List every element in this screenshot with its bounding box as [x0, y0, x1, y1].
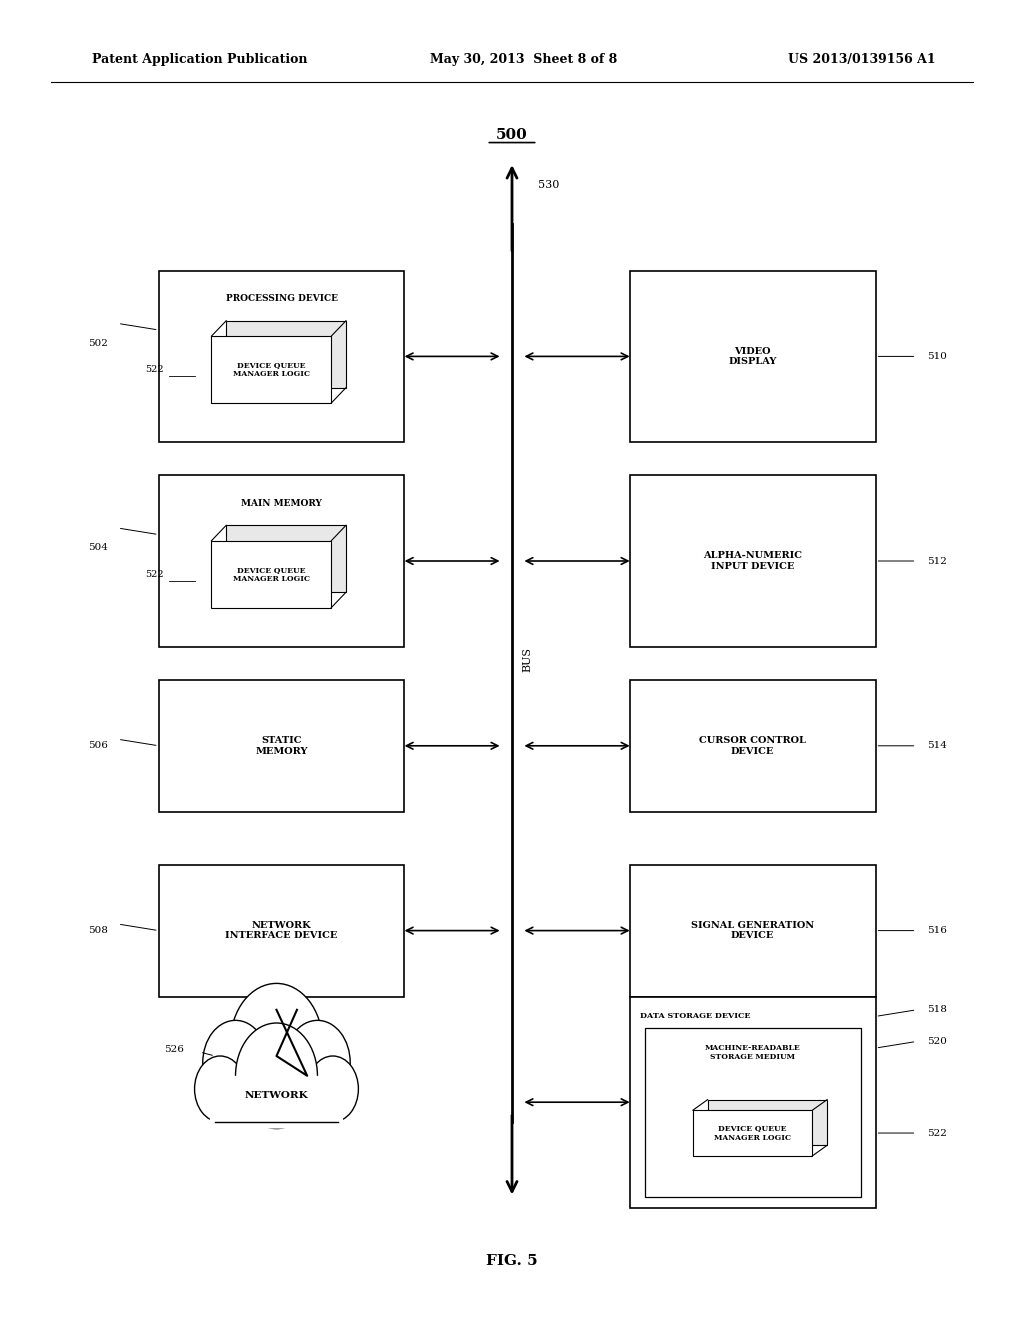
Text: NETWORK: NETWORK: [245, 1092, 308, 1100]
Circle shape: [236, 1023, 317, 1129]
Circle shape: [285, 1020, 350, 1105]
Text: MACHINE-READABLE
STORAGE MEDIUM: MACHINE-READABLE STORAGE MEDIUM: [705, 1044, 801, 1061]
Bar: [630, 997, 876, 1208]
Text: US 2013/0139156 A1: US 2013/0139156 A1: [788, 53, 936, 66]
Text: DEVICE QUEUE
MANAGER LOGIC: DEVICE QUEUE MANAGER LOGIC: [232, 360, 310, 379]
Text: 506: 506: [88, 742, 108, 750]
Bar: [212, 337, 332, 403]
Text: DEVICE QUEUE
MANAGER LOGIC: DEVICE QUEUE MANAGER LOGIC: [232, 565, 310, 583]
Text: PROCESSING DEVICE: PROCESSING DEVICE: [225, 294, 338, 304]
Text: 526: 526: [165, 1045, 184, 1053]
Text: 514: 514: [927, 742, 946, 750]
Bar: [644, 1028, 861, 1197]
Bar: [159, 865, 404, 997]
FancyBboxPatch shape: [210, 1076, 343, 1129]
Circle shape: [230, 983, 323, 1102]
Bar: [212, 541, 332, 607]
Bar: [630, 680, 876, 812]
Text: 510: 510: [927, 352, 946, 360]
Text: 522: 522: [145, 570, 164, 578]
Text: 530: 530: [538, 180, 559, 190]
Text: 504: 504: [88, 544, 108, 552]
Text: MAIN MEMORY: MAIN MEMORY: [242, 499, 322, 508]
Text: 516: 516: [927, 927, 946, 935]
Text: BUS: BUS: [522, 648, 532, 672]
Circle shape: [195, 1056, 246, 1122]
Text: Patent Application Publication: Patent Application Publication: [92, 53, 307, 66]
Bar: [159, 680, 404, 812]
Text: ALPHA-NUMERIC
INPUT DEVICE: ALPHA-NUMERIC INPUT DEVICE: [703, 552, 802, 570]
Bar: [693, 1110, 812, 1156]
Bar: [630, 475, 876, 647]
Text: 512: 512: [927, 557, 946, 565]
Text: 500: 500: [496, 128, 528, 141]
Bar: [630, 271, 876, 442]
Circle shape: [203, 1020, 268, 1105]
Text: 508: 508: [88, 927, 108, 935]
Bar: [708, 1100, 827, 1146]
Text: SIGNAL GENERATION
DEVICE: SIGNAL GENERATION DEVICE: [691, 921, 814, 940]
Text: NETWORK
INTERFACE DEVICE: NETWORK INTERFACE DEVICE: [225, 921, 338, 940]
Bar: [159, 475, 404, 647]
Text: May 30, 2013  Sheet 8 of 8: May 30, 2013 Sheet 8 of 8: [430, 53, 617, 66]
Bar: [226, 321, 346, 388]
Text: 520: 520: [927, 1038, 946, 1045]
Bar: [630, 865, 876, 997]
Text: 522: 522: [927, 1129, 946, 1138]
Bar: [226, 525, 346, 593]
Text: CURSOR CONTROL
DEVICE: CURSOR CONTROL DEVICE: [699, 737, 806, 755]
Text: 518: 518: [927, 1006, 946, 1014]
Text: DATA STORAGE DEVICE: DATA STORAGE DEVICE: [640, 1012, 751, 1020]
Text: VIDEO
DISPLAY: VIDEO DISPLAY: [728, 347, 777, 366]
Text: DEVICE QUEUE
MANAGER LOGIC: DEVICE QUEUE MANAGER LOGIC: [714, 1125, 792, 1142]
Text: 502: 502: [88, 339, 108, 347]
Text: STATIC
MEMORY: STATIC MEMORY: [255, 737, 308, 755]
Bar: [159, 271, 404, 442]
Circle shape: [307, 1056, 358, 1122]
Text: 522: 522: [145, 366, 164, 374]
Text: FIG. 5: FIG. 5: [486, 1254, 538, 1267]
